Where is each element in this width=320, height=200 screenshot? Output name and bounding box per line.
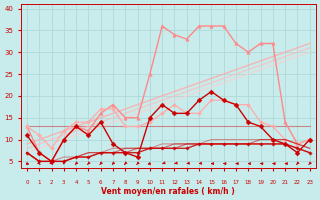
X-axis label: Vent moyen/en rafales ( km/h ): Vent moyen/en rafales ( km/h ) (101, 187, 235, 196)
